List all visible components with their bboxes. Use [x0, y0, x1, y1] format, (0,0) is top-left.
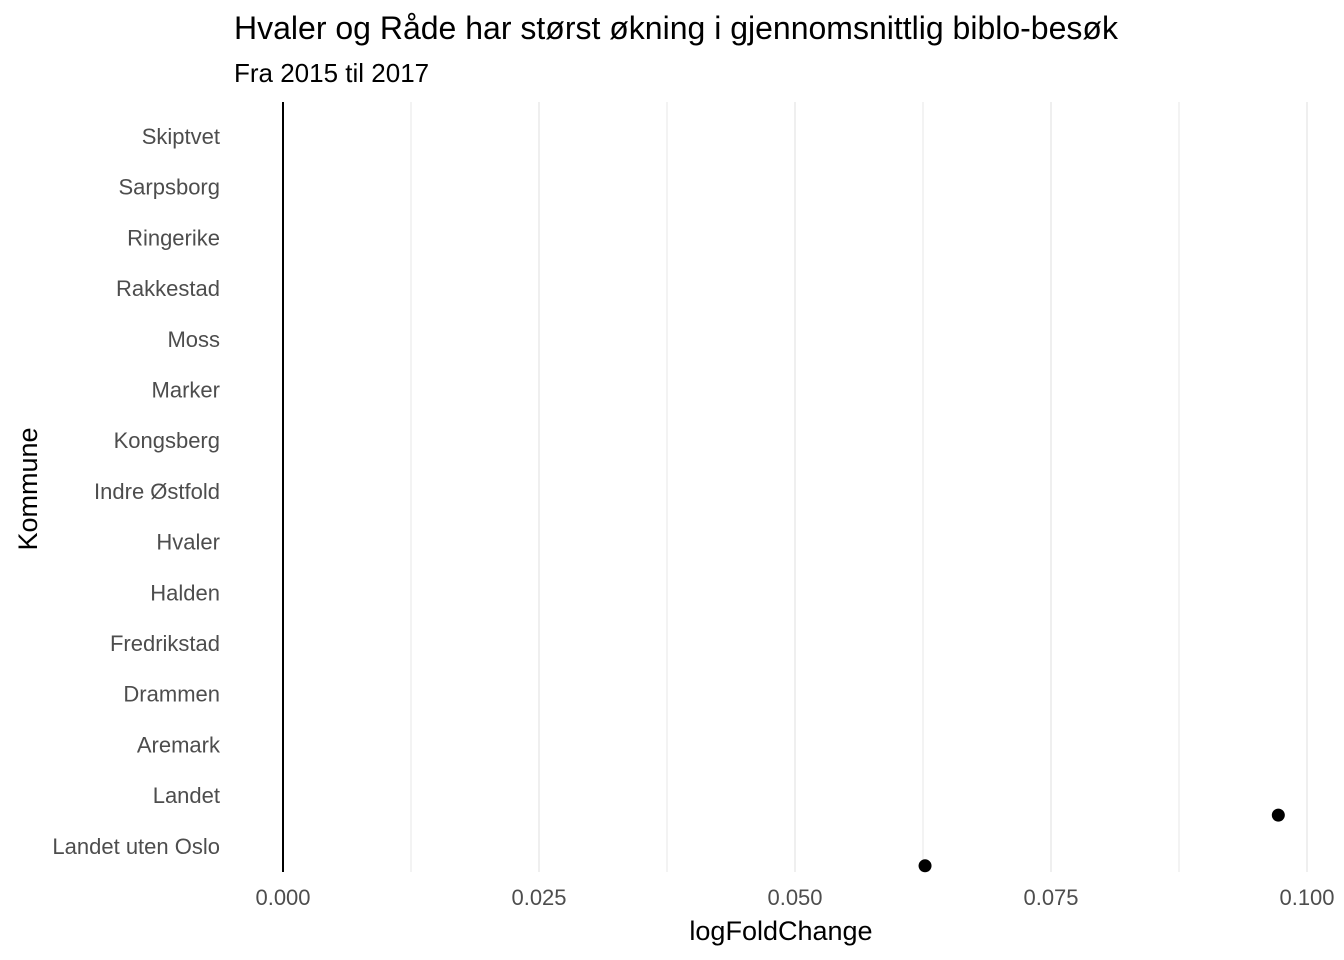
y-tick-label: Drammen — [123, 682, 220, 707]
y-tick-label: Landet uten Oslo — [52, 834, 220, 859]
x-tick-label: 0.075 — [1023, 885, 1078, 910]
y-axis-label: Kommune — [13, 427, 43, 550]
y-tick-label: Marker — [152, 378, 220, 403]
x-tick-label: 0.050 — [767, 885, 822, 910]
x-tick-label: 0.025 — [511, 885, 566, 910]
y-tick-label: Fredrikstad — [110, 631, 220, 656]
data-points — [918, 808, 1285, 873]
y-tick-label: Hvaler — [156, 530, 220, 555]
data-point — [918, 859, 932, 873]
y-tick-label: Indre Østfold — [94, 479, 220, 504]
y-tick-label: Skiptvet — [142, 124, 220, 149]
chart-subtitle: Fra 2015 til 2017 — [234, 58, 430, 88]
y-tick-label: Ringerike — [127, 225, 220, 250]
y-tick-label: Landet — [153, 783, 220, 808]
x-tick-label: 0.000 — [255, 885, 310, 910]
chart-title: Hvaler og Råde har størst økning i gjenn… — [234, 10, 1118, 46]
data-point — [1271, 808, 1285, 822]
y-tick-label: Kongsberg — [114, 428, 220, 453]
y-tick-labels: Skiptvet Sarpsborg Ringerike Rakkestad Moss M… — [52, 124, 221, 859]
y-tick-label: Moss — [167, 327, 220, 352]
y-tick-label: Aremark — [137, 732, 221, 757]
gridlines — [282, 102, 1308, 872]
y-tick-label: Rakkestad — [116, 276, 220, 301]
y-tick-label: Sarpsborg — [118, 175, 220, 200]
y-tick-label: Halden — [150, 580, 220, 605]
x-tick-labels: 0.000 0.025 0.050 0.075 0.100 — [255, 885, 1334, 910]
x-axis-label: logFoldChange — [689, 916, 872, 946]
x-tick-label: 0.100 — [1279, 885, 1334, 910]
